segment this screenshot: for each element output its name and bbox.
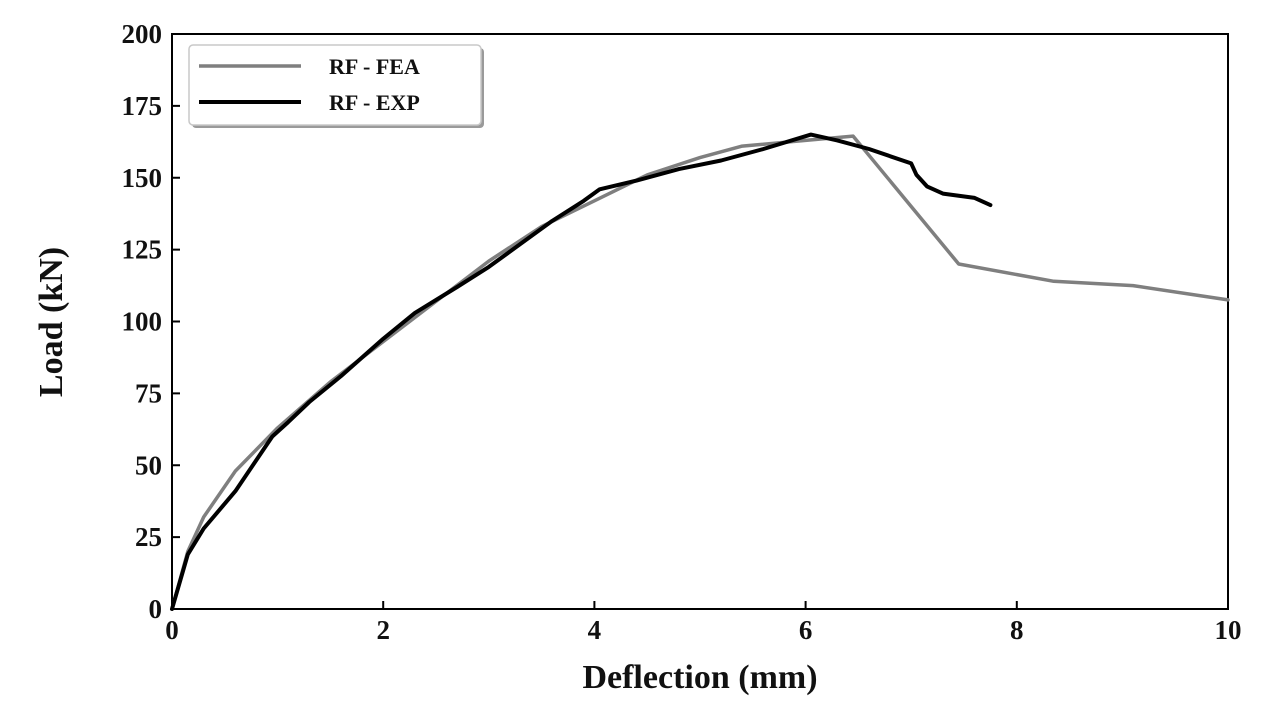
legend-label-1: RF - FEA — [329, 54, 420, 79]
y-tick-label: 0 — [149, 594, 163, 624]
series-line-2 — [170, 132, 993, 611]
y-tick-label: 25 — [135, 522, 162, 552]
x-tick-label: 2 — [376, 615, 390, 645]
x-axis-title: Deflection (mm) — [582, 659, 817, 696]
legend: RF - FEA RF - EXP — [188, 44, 484, 128]
y-tick-label: 200 — [122, 19, 163, 49]
x-tick-label: 8 — [1010, 615, 1024, 645]
y-tick-label: 150 — [122, 163, 163, 193]
legend-label-2: RF - EXP — [329, 90, 420, 115]
y-tick-label: 50 — [135, 450, 162, 480]
y-tick-label: 175 — [122, 91, 163, 121]
y-axis-title: Load (kN) — [33, 247, 70, 397]
x-tick-label: 0 — [165, 615, 179, 645]
x-tick-label: 6 — [799, 615, 813, 645]
x-tick-label: 10 — [1215, 615, 1242, 645]
y-tick-label: 125 — [122, 235, 163, 265]
x-tick-label: 4 — [588, 615, 602, 645]
series-line-1 — [170, 134, 1230, 611]
y-tick-label: 100 — [122, 307, 163, 337]
plot-area — [170, 132, 1230, 611]
y-tick-label: 75 — [135, 378, 162, 408]
